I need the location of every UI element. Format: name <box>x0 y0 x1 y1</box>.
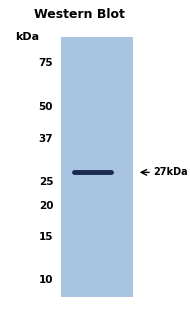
Text: Western Blot: Western Blot <box>34 8 125 21</box>
Text: kDa: kDa <box>15 32 39 42</box>
Text: 27kDa: 27kDa <box>153 167 188 177</box>
